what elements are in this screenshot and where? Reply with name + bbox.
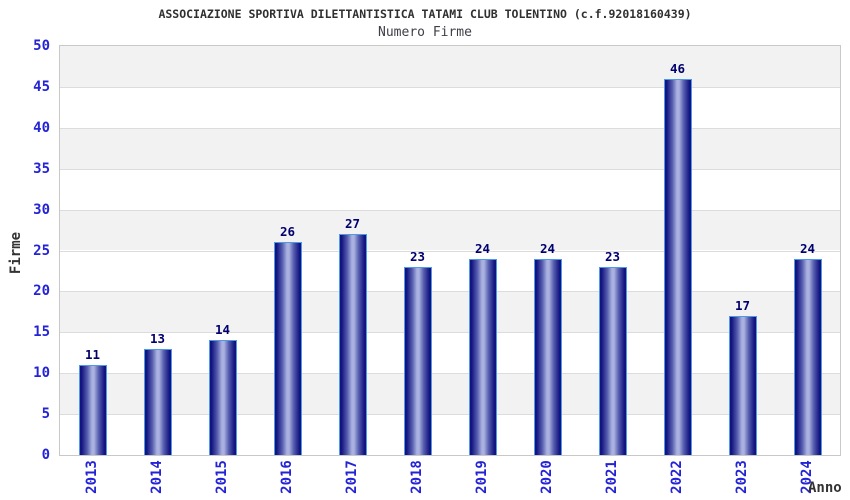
bar-chart-plot-area: 11 13 14 26 27 23 24 24 23 46 17 24: [59, 45, 841, 456]
chart-title: ASSOCIAZIONE SPORTIVA DILETTANTISTICA TA…: [158, 7, 692, 21]
plot-background-band: [60, 373, 840, 415]
gridline: [60, 86, 840, 88]
x-tick-label-text: 2015: [213, 460, 230, 494]
x-tick-label: 2019: [462, 457, 502, 497]
y-axis-title-text: Firme: [8, 231, 24, 275]
y-axis-title: Firme: [0, 223, 32, 283]
y-tick-label: 35: [33, 160, 50, 177]
plot-background-band: [60, 209, 840, 251]
bar-value-label: 23: [409, 248, 426, 264]
x-tick-label: 2014: [137, 457, 177, 497]
gridline: [60, 168, 840, 170]
bar-2017: [338, 234, 367, 455]
x-tick-label: 2021: [592, 457, 632, 497]
x-tick-label-text: 2018: [408, 460, 425, 494]
bar-2019: [468, 258, 497, 455]
bar-value-label: 24: [799, 240, 816, 256]
bar-value-label: 13: [149, 330, 166, 346]
x-tick-label-text: 2023: [733, 460, 750, 494]
chart-subtitle: Numero Firme: [378, 25, 472, 40]
y-tick-label: 20: [33, 283, 50, 300]
y-tick-label: 40: [33, 119, 50, 136]
x-tick-label-text: 2019: [473, 460, 490, 494]
y-tick-label: 10: [33, 365, 50, 382]
bar-2020: [533, 258, 562, 455]
plot-background-band: [60, 332, 840, 374]
y-tick-label: 25: [33, 242, 50, 259]
x-tick-label: 2018: [397, 457, 437, 497]
x-tick-label: 2017: [332, 457, 372, 497]
x-tick-label: 2013: [72, 457, 112, 497]
gridline: [60, 250, 840, 252]
bar-value-label: 46: [669, 60, 686, 76]
plot-background-band: [60, 46, 840, 87]
bar-value-label: 14: [214, 322, 231, 338]
gridline: [60, 332, 840, 334]
plot-background-band: [60, 250, 840, 292]
x-tick-label: 2015: [202, 457, 242, 497]
bar-value-label: 24: [539, 240, 556, 256]
x-tick-label: 2022: [657, 457, 697, 497]
bar-value-label: 11: [84, 347, 101, 363]
plot-background-band: [60, 291, 840, 333]
x-tick-label-text: 2014: [148, 460, 165, 494]
gridline: [60, 127, 840, 129]
x-tick-label-text: 2017: [343, 460, 360, 494]
bar-value-label: 23: [604, 248, 621, 264]
y-tick-label: 0: [41, 447, 50, 463]
plot-background-band: [60, 86, 840, 128]
bar-2022: [663, 78, 692, 455]
bar-value-label: 27: [344, 216, 361, 232]
bar-2015: [208, 340, 237, 455]
gridline: [60, 414, 840, 416]
gridline: [60, 291, 840, 293]
x-tick-label-text: 2022: [668, 460, 685, 494]
y-tick-label: 50: [33, 38, 50, 54]
plot-background-band: [60, 127, 840, 169]
x-axis-title: Anno: [808, 480, 842, 496]
gridline: [60, 373, 840, 375]
x-tick-label-text: 2016: [278, 460, 295, 494]
bar-2021: [598, 266, 627, 455]
y-tick-label: 45: [33, 78, 50, 95]
bar-2018: [403, 266, 432, 455]
y-tick-label: 30: [33, 201, 50, 218]
bar-value-label: 24: [474, 240, 491, 256]
y-tick-label: 5: [41, 406, 50, 423]
bar-2024: [793, 258, 822, 455]
gridline: [60, 209, 840, 211]
bar-2016: [273, 242, 302, 455]
x-tick-label-text: 2021: [603, 460, 620, 494]
bar-2023: [728, 315, 757, 455]
plot-background-band: [60, 414, 840, 455]
x-tick-label: 2023: [722, 457, 762, 497]
y-tick-label: 15: [33, 324, 50, 341]
x-tick-label: 2016: [267, 457, 307, 497]
x-tick-label-text: 2020: [538, 460, 555, 494]
bar-value-label: 17: [734, 297, 751, 313]
bar-value-label: 26: [279, 224, 296, 240]
x-tick-label-text: 2013: [83, 460, 100, 494]
plot-background-band: [60, 168, 840, 210]
bar-2013: [78, 365, 107, 455]
bar-2014: [143, 348, 172, 455]
x-tick-label: 2020: [527, 457, 567, 497]
